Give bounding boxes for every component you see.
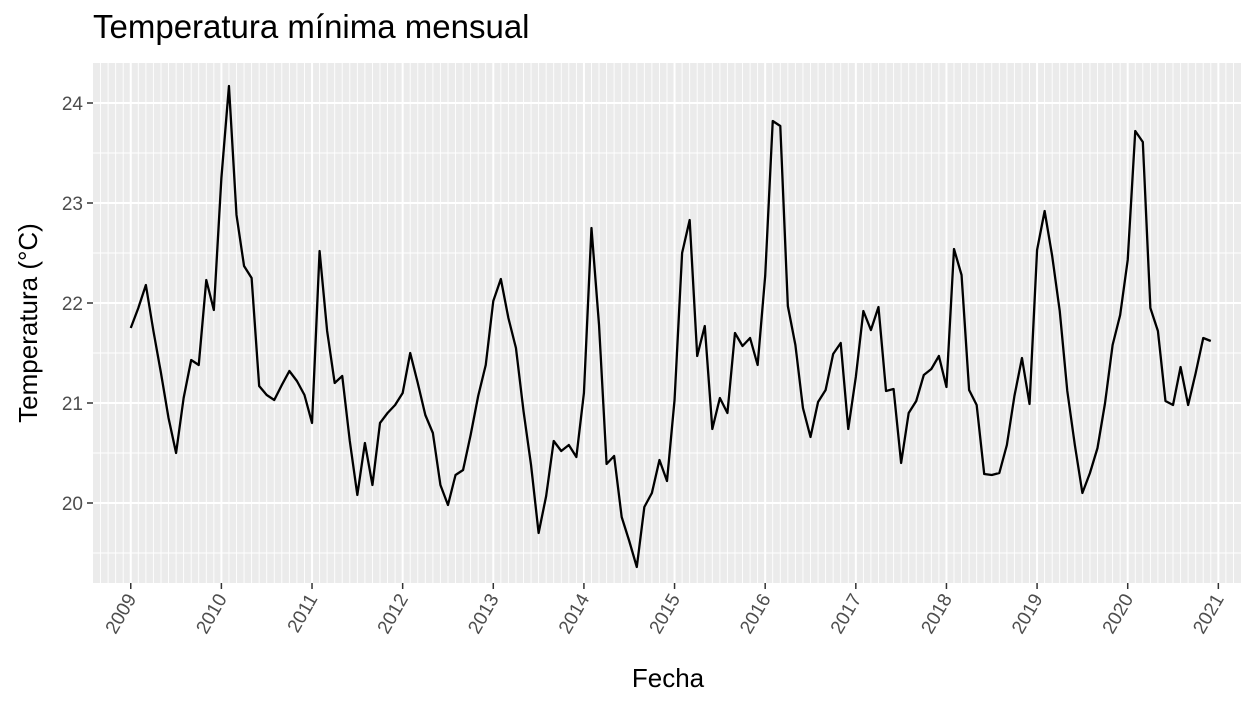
y-tick-label: 23: [62, 194, 83, 215]
y-tick-label: 22: [62, 294, 83, 315]
x-tick-label: 2013: [464, 591, 503, 638]
x-axis-title: Fecha: [632, 663, 705, 693]
x-tick-label: 2019: [1008, 591, 1047, 638]
x-axis: 2009 2010 2011 2012 2013 2014 2015 2016 2017 2018…: [102, 583, 1229, 638]
temperature-series-line: [129, 84, 1212, 569]
x-tick-label: 2011: [284, 591, 323, 637]
x-tick-label: 2014: [555, 590, 595, 637]
y-axis: 20 21 22 23 24: [62, 94, 93, 515]
x-tick-label: 2018: [918, 591, 957, 638]
y-tick-label: 21: [62, 394, 83, 415]
y-tick-label: 24: [62, 94, 84, 115]
x-tick-label: 2009: [102, 591, 141, 638]
x-tick-label: 2020: [1099, 591, 1138, 638]
x-tick-label: 2016: [736, 591, 775, 638]
x-tick-label: 2017: [827, 591, 866, 638]
x-tick-label: 2021: [1189, 591, 1228, 638]
major-gridlines: [93, 63, 1241, 583]
x-tick-label: 2012: [374, 591, 413, 638]
y-tick-label: 20: [62, 494, 83, 515]
y-axis-title: Temperatura (°C): [13, 223, 43, 423]
x-tick-label: 2010: [192, 591, 231, 638]
x-tick-label: 2015: [646, 591, 685, 638]
chart-title: Temperatura mínima mensual: [93, 8, 530, 45]
